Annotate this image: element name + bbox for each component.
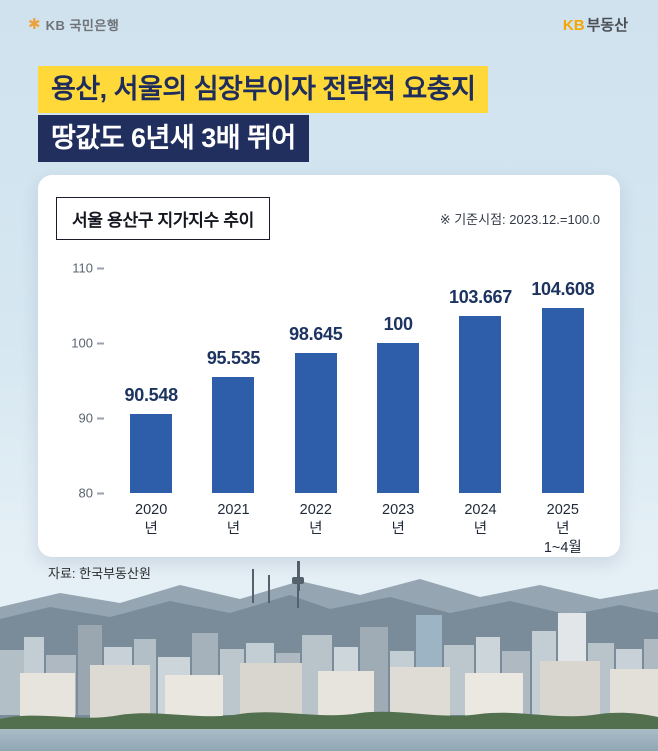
bar-column: 95.535 2021년: [192, 253, 274, 537]
bar-column: 90.548 2020년: [110, 253, 192, 537]
bar: [459, 315, 502, 493]
bar: [377, 343, 420, 493]
namsan-tower-base: [297, 584, 299, 608]
y-axis-tick-label: 110: [72, 260, 93, 276]
y-axis-tick: 100: [71, 336, 104, 351]
bar-value-label: 100: [383, 314, 413, 334]
bar: [212, 376, 255, 493]
y-axis-tick: 80: [79, 486, 104, 501]
x-axis-label: 2022년: [299, 502, 332, 537]
kb-realestate-kb: KB: [562, 17, 585, 34]
data-source-label: 자료: 한국부동산원: [48, 566, 151, 581]
y-axis-tick: 90: [79, 411, 104, 426]
bar-value-label: 95.535: [206, 347, 261, 368]
kb-realestate-logo: KB 부동산: [563, 14, 628, 35]
bar-column: 103.667 2024년: [439, 253, 521, 537]
y-axis-tick-mark: [97, 342, 104, 344]
han-river: [0, 729, 658, 751]
chart-title: 서울 용산구 지가지수 추이: [56, 197, 271, 240]
bar: [541, 308, 584, 493]
kb-bank-logo: ✱ KB 국민은행: [28, 15, 119, 34]
header: ✱ KB 국민은행 KB 부동산: [28, 14, 628, 35]
apartment-blocks-front: [20, 661, 658, 720]
headline-block: 용산, 서울의 심장부이자 전략적 요충지 땅값도 6년새 3배 뛰어: [38, 66, 489, 163]
y-axis-tick-mark: [97, 492, 104, 494]
antenna-mast-icon: [252, 569, 254, 603]
bar-value-label: 103.667: [448, 286, 512, 307]
x-axis-label: 2024년: [464, 502, 497, 537]
x-axis-label: 2020년: [135, 502, 168, 537]
x-axis-label: 2025년 1~4월: [543, 502, 582, 556]
y-axis-tick-label: 90: [78, 410, 93, 426]
bar: [294, 353, 337, 493]
y-axis-tick-mark: [97, 267, 104, 269]
bar-column: 104.608 2025년 1~4월: [522, 253, 604, 555]
bar-value-label: 104.608: [531, 279, 595, 300]
bar-value-label: 90.548: [124, 384, 179, 405]
y-axis-tick-label: 100: [71, 335, 93, 351]
bar-column: 100 2023년: [357, 253, 439, 537]
y-axis-tick-label: 80: [78, 485, 93, 501]
seoul-skyline-photo: [0, 561, 658, 751]
namsan-tower-icon: [297, 561, 300, 591]
y-axis-tick-mark: [97, 417, 104, 419]
plot-area: 90.548 2020년 95.535 2021년 98.645 2022년 100 2023…: [110, 253, 604, 555]
kb-realestate-name: 부동산: [586, 17, 628, 34]
x-axis-label: 2021년: [217, 502, 250, 537]
y-axis: 110 100 90 80: [52, 253, 104, 501]
antenna-mast-icon: [268, 575, 270, 603]
bar-value-label: 98.645: [289, 324, 343, 345]
kb-star-icon: ✱: [28, 16, 41, 33]
bar-column: 98.645 2022년: [275, 253, 357, 537]
bar: [130, 413, 173, 493]
x-axis-label: 2023년: [382, 502, 415, 537]
y-axis-tick: 110: [72, 261, 104, 276]
headline-line1: 용산, 서울의 심장부이자 전략적 요충지: [38, 66, 489, 114]
namsan-tower-pod: [292, 577, 304, 584]
kb-bank-logo-text: KB 국민은행: [45, 18, 120, 33]
chart-card: 서울 용산구 지가지수 추이 ※ 기준시점: 2023.12.=100.0 11…: [38, 175, 620, 557]
headline-line2: 땅값도 6년새 3배 뛰어: [38, 115, 309, 163]
chart-baseline-note: ※ 기준시점: 2023.12.=100.0: [439, 212, 600, 227]
